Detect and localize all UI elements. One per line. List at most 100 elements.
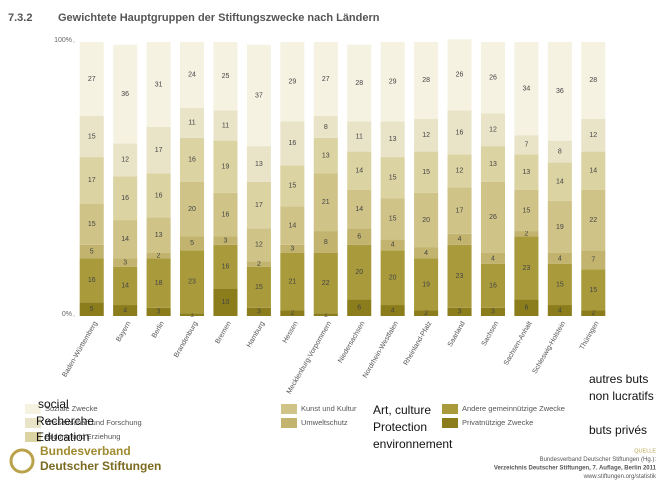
data-label: 23 [456,273,464,280]
legend-swatch [281,404,297,414]
bar-segment [179,313,205,316]
data-label: 19 [422,281,430,288]
bar-segment [514,154,539,190]
bar-segment [447,244,472,308]
data-label: 14 [121,283,129,290]
data-label: 4 [123,307,127,314]
bar-segment [547,162,572,201]
data-label: 16 [222,211,230,218]
data-label: 19 [556,224,564,231]
bar-segment [79,244,104,259]
chart-number: 7.3.2 [8,12,32,24]
bar-segment [146,258,171,308]
data-label: 17 [88,177,96,184]
data-label: 6 [357,233,361,240]
bar-segment [581,310,606,316]
bar-segment [280,252,305,311]
bar-segment [79,203,104,245]
bar-segment [113,305,138,316]
bar-segment [280,206,305,245]
data-label: 12 [456,168,464,175]
bar-segment [313,115,338,138]
bar-segment [447,233,472,245]
data-label: 17 [456,207,464,214]
bar-segment [246,266,271,308]
data-label: 3 [224,237,228,244]
data-label: 16 [456,129,464,136]
bar-segment [79,302,104,316]
bar-segment [414,151,439,193]
data-label: 2 [257,261,261,268]
chart-title: Gewichtete Hauptgruppen der Stiftungszwe… [58,12,380,24]
bar-segment [380,305,405,316]
bar-segment [447,307,472,316]
data-label: 15 [556,281,564,288]
annotation: Protection [373,420,427,434]
bar-segment [380,42,405,122]
data-label: 20 [422,217,430,224]
bar-segment [347,44,372,122]
legend-swatch [25,432,41,442]
source-text: QUELLE [634,448,656,454]
data-label: 23 [523,265,531,272]
bar-segment [280,244,305,253]
data-label: 16 [188,157,196,164]
data-label: 17 [255,202,263,209]
bar-segment [380,250,405,306]
bar-segment [179,236,205,251]
bar-segment [480,42,506,114]
bar-segment [514,42,539,136]
annotation: Education [36,430,89,444]
legend-label: Wissenschaft und Forschung [45,418,142,427]
bar-segment [146,252,171,259]
annotation: environnement [373,437,453,451]
data-label: 26 [489,74,497,81]
bar-segment [113,220,138,259]
legend-label: Privatnützige Zwecke [462,418,533,427]
bar-segment [347,151,372,190]
bar-segment [113,143,138,177]
bar-segment [480,181,506,253]
data-label: 28 [422,77,430,84]
bar-segment [347,228,372,245]
data-label: 21 [288,279,296,286]
data-label: 37 [255,92,263,99]
data-label: 12 [422,132,430,139]
logo-icon [9,448,35,474]
source-text: Bundesverband Deutscher Stiftungen (Hg.)… [540,457,657,463]
bar-segment [146,42,171,127]
data-label: 29 [288,79,296,86]
x-tick-label: Rheinland-Pfalz [403,320,434,367]
bar-segment [581,42,606,119]
data-label: 4 [458,236,462,243]
bar-segment [179,137,205,182]
data-label: 15 [422,169,430,176]
data-label: 13 [489,161,497,168]
bar-segment [246,146,271,182]
data-label: 4 [424,250,428,257]
data-label: 14 [589,168,597,175]
annotation: autres buts [589,372,648,386]
bar-segment [246,44,271,147]
bar-segment [313,252,338,314]
bar-segment [380,157,405,199]
bar-segment [213,288,238,316]
x-tick-label: Bremen [214,320,232,345]
bar-segment [146,307,171,316]
bar-segment [514,189,539,232]
bar-segment [547,252,572,264]
legend-label: Kunst und Kultur [301,404,357,413]
data-label: 15 [255,284,263,291]
x-tick-label: Baden-Württemberg [61,320,99,378]
bar-segment [514,299,539,316]
bar-segment [246,228,271,262]
data-label: 27 [322,76,330,83]
legend-swatch [442,404,458,414]
bar-segment [213,140,238,193]
bar-segment [480,307,506,316]
data-label: 34 [523,85,531,92]
data-label: 5 [90,306,94,313]
data-label: 1 [324,311,328,318]
bar-segment [414,258,439,311]
